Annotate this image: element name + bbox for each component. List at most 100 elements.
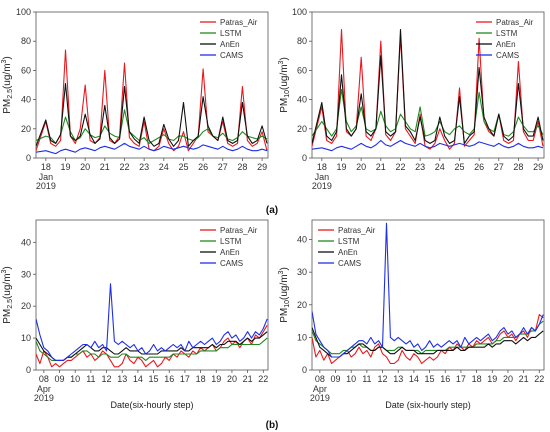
legend-entry: AnEn [496, 40, 516, 49]
series-line-cams [36, 283, 268, 361]
y-tick-label: 20 [21, 124, 31, 134]
x-tick-label: 14 [133, 374, 143, 384]
y-axis-label-part: ) [2, 266, 13, 269]
y-axis-label-part: (ug/m [2, 273, 13, 299]
legend-entry: Patras_Air [496, 18, 534, 27]
x-tick-label: 21 [519, 374, 529, 384]
y-axis-label: PM2.5(ug/m3) [1, 56, 14, 114]
y-tick-label: 0 [302, 153, 307, 163]
y-axis-label-part: 2.5 [7, 299, 14, 309]
x-tick-label: 16 [164, 374, 174, 384]
legend-entry: Patras_Air [338, 226, 376, 235]
legend-entry: CAMS [220, 259, 243, 268]
y-axis-label-part: 2.5 [7, 89, 14, 99]
y-axis-label-part: (ug/m [279, 64, 290, 90]
x-tick-label: 28 [237, 162, 247, 172]
x-date-sub-label: Jan [315, 172, 330, 182]
x-tick-label: 20 [503, 374, 513, 384]
y-axis-label-part: 3 [1, 59, 8, 63]
x-tick-label: 20 [80, 162, 90, 172]
x-tick-label: 12 [378, 374, 388, 384]
series-line-anen [312, 28, 544, 144]
x-tick-label: 19 [487, 374, 497, 384]
y-tick-label: 100 [16, 7, 31, 17]
series-line-lstm [312, 88, 544, 137]
x-date-sub-label: 2019 [310, 393, 330, 403]
y-tick-label: 30 [21, 269, 31, 279]
chart-4: 0 10 20 30 40 08 09 10 11 12 13 14 15 16 17 18 19 20 21 22 A… [278, 219, 545, 410]
series-line-lstm [36, 109, 268, 144]
x-date-sub-label: 2019 [312, 181, 332, 191]
y-axis-label-part: 10 [284, 300, 291, 308]
x-axis-label: Date (six-hourly step) [385, 400, 471, 410]
x-axis-label: Date(six-hourly step) [110, 400, 193, 410]
legend-entry: LSTM [220, 29, 242, 38]
y-axis-label-part: (ug/m [2, 63, 13, 89]
y-axis-label-part: 3 [1, 269, 8, 273]
legend-entry: CAMS [496, 51, 519, 60]
y-tick-label: 30 [297, 267, 307, 277]
legend-entry: CAMS [220, 51, 243, 60]
x-tick-label: 21 [100, 162, 110, 172]
y-axis-label-part: 3 [278, 270, 285, 274]
x-tick-label: 29 [257, 162, 267, 172]
x-tick-label: 19 [60, 162, 70, 172]
y-tick-label: 0 [26, 365, 31, 375]
x-tick-label: 13 [393, 374, 403, 384]
x-tick-label: 23 [415, 162, 425, 172]
y-tick-label: 40 [297, 95, 307, 105]
series-line-patras-air [312, 314, 544, 365]
x-tick-label: 10 [70, 374, 80, 384]
series-line-cams [36, 142, 268, 155]
x-tick-label: 12 [102, 374, 112, 384]
x-tick-label: 09 [55, 374, 65, 384]
legend-entry: AnEn [220, 248, 240, 257]
y-tick-label: 10 [21, 333, 31, 343]
x-tick-label: 18 [41, 162, 51, 172]
plot-area [311, 11, 545, 159]
panel-label-b: (b) [266, 420, 279, 431]
x-tick-label: 23 [139, 162, 149, 172]
y-axis-label: PM10(ug/m3) [278, 57, 291, 113]
legend-entry: LSTM [220, 237, 242, 246]
y-axis-label-part: ) [2, 56, 13, 59]
y-axis-label-part: ) [279, 57, 290, 60]
x-tick-label: 22 [119, 162, 129, 172]
chart-2: 0 20 40 60 80 100 18 19 20 21 22 23 24 25 26 27 28 29 Jan2… [278, 7, 545, 191]
x-tick-label: 15 [425, 374, 435, 384]
legend-entry: Patras_Air [220, 18, 258, 27]
x-tick-label: 11 [362, 374, 371, 384]
y-axis-label-part: PM [2, 309, 13, 324]
x-tick-label: 18 [196, 374, 206, 384]
y-tick-label: 40 [21, 95, 31, 105]
panel-label-a: (a) [266, 205, 278, 216]
x-tick-label: 17 [180, 374, 190, 384]
y-tick-label: 0 [26, 153, 31, 163]
plot-area [311, 219, 545, 371]
legend-entry: LSTM [338, 237, 360, 246]
x-tick-label: 28 [513, 162, 523, 172]
legend-entry: LSTM [496, 29, 518, 38]
y-tick-label: 60 [297, 65, 307, 75]
x-tick-label: 22 [395, 162, 405, 172]
legend-entry: CAMS [338, 259, 361, 268]
plot-area [35, 11, 269, 159]
x-tick-label: 11 [86, 374, 95, 384]
y-tick-label: 80 [21, 36, 31, 46]
y-tick-label: 100 [292, 7, 307, 17]
x-tick-label: 20 [227, 374, 237, 384]
chart-3: 0 10 20 30 40 08 09 10 11 12 13 14 15 16 17 18 19 20 21 22 A… [1, 219, 269, 410]
x-date-sub-label: 2019 [34, 393, 54, 403]
x-tick-label: 21 [243, 374, 253, 384]
x-tick-label: 27 [494, 162, 504, 172]
x-tick-label: 09 [331, 374, 341, 384]
x-tick-label: 10 [346, 374, 356, 384]
x-tick-label: 18 [317, 162, 327, 172]
y-tick-label: 0 [302, 365, 307, 375]
x-tick-label: 15 [149, 374, 159, 384]
y-axis-label-part: ) [279, 267, 290, 270]
y-tick-label: 20 [21, 301, 31, 311]
x-tick-label: 24 [159, 162, 169, 172]
series-line-anen [36, 331, 268, 361]
